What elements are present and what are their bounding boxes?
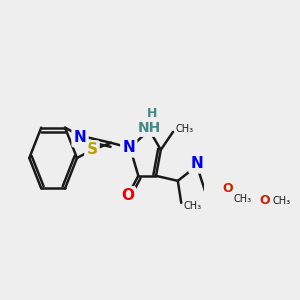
Text: O: O <box>222 182 233 195</box>
Text: H: H <box>147 107 157 120</box>
Text: CH₃: CH₃ <box>233 194 251 204</box>
Text: CH₃: CH₃ <box>272 196 291 206</box>
Text: N: N <box>190 156 203 171</box>
Text: N: N <box>122 140 135 155</box>
Text: N: N <box>74 130 86 145</box>
Text: CH₃: CH₃ <box>183 201 201 211</box>
Text: CH₃: CH₃ <box>175 124 193 134</box>
Text: NH: NH <box>138 121 161 135</box>
Text: O: O <box>259 194 270 207</box>
Text: S: S <box>86 142 98 158</box>
Text: O: O <box>121 188 134 203</box>
